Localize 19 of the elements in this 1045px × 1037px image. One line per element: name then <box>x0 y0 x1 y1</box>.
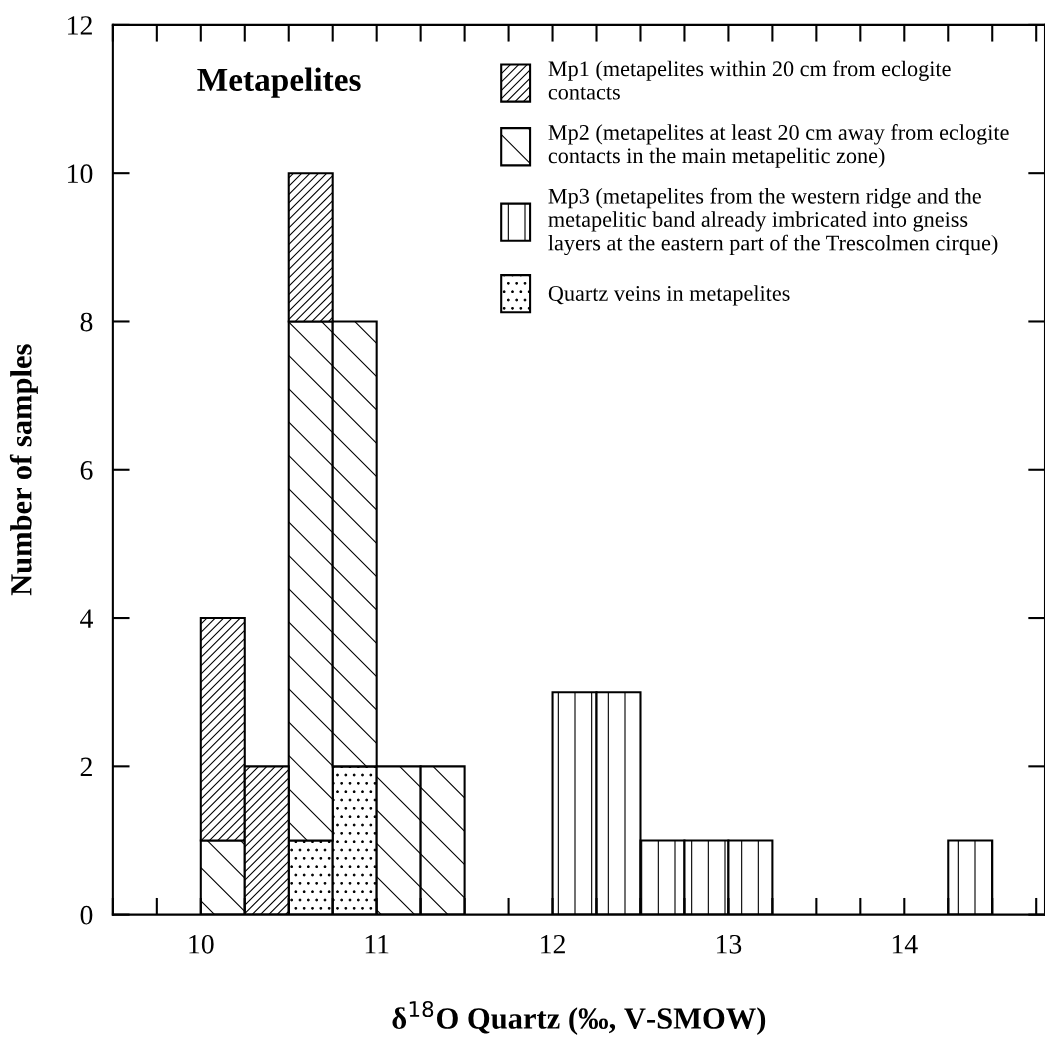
x-tick-label: 14 <box>892 935 918 954</box>
x-tick-label: 10 <box>189 934 214 954</box>
x-tick-label: 13 <box>716 934 742 954</box>
legend-label: Quartz veins in metapelites <box>548 285 790 306</box>
x-axis-title: δ$^{18}$O Quartz (‰, V-SMOW) <box>392 1000 766 1036</box>
y-tick-label: 12 <box>68 16 92 35</box>
y-tick-label: 10 <box>68 164 93 184</box>
legend-label: Mp2 (metapelites at least 20 cm away from eclogite contacts in the main metapelitic zone) <box>548 124 1009 168</box>
text: Metapelites <box>197 67 361 98</box>
y-tick-label: 6 <box>80 461 93 480</box>
x-tick-label: 12 <box>541 934 565 954</box>
legend-label: Mp3 (metapelites from the western ridge and the metapelitic band already imbricated into gneiss layers at the eastern part of the Trescolmen cirque) <box>548 187 998 256</box>
y-tick-label: 8 <box>80 312 93 332</box>
y-axis-title: Number of samples <box>9 344 38 596</box>
x-tick-label: 11 <box>365 935 389 954</box>
y-tick-label: 2 <box>80 757 92 776</box>
y-tick-label: 4 <box>80 609 93 628</box>
y-tick-label: 0 <box>80 905 93 925</box>
legend-label: Mp1 (metapelites within 20 cm from eclogite contacts <box>548 60 951 100</box>
